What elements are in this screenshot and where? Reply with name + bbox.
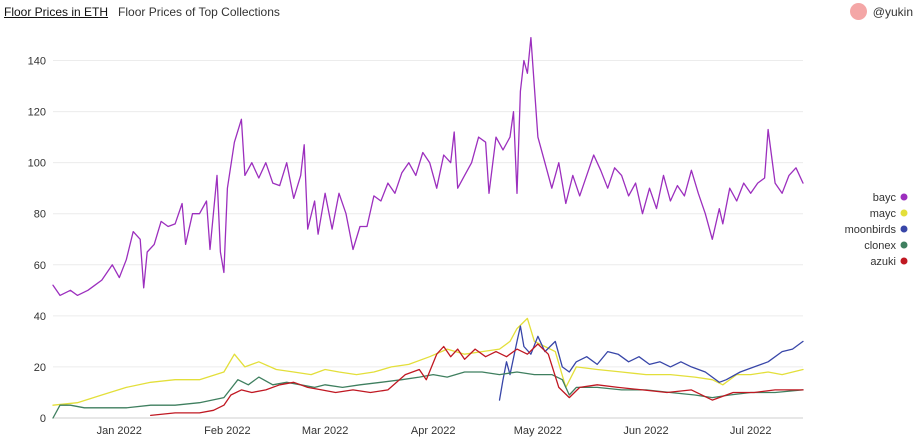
chart-subtitle: Floor Prices of Top Collections — [118, 5, 280, 19]
legend-label-mayc[interactable]: mayc — [870, 208, 897, 220]
legend-label-bayc[interactable]: bayc — [873, 192, 897, 204]
x-tick-label: Mar 2022 — [302, 425, 348, 437]
legend: bayc mayc moonbirds clonex azuki — [845, 192, 908, 268]
legend-marker-clonex — [900, 241, 908, 249]
x-axis: Jan 2022 Feb 2022 Mar 2022 Apr 2022 May 2022… — [97, 425, 772, 437]
y-tick-label: 60 — [34, 260, 46, 272]
y-axis: 0 20 40 60 80 100 120 140 — [28, 56, 46, 425]
legend-label-azuki[interactable]: azuki — [870, 256, 896, 268]
series-line-azuki[interactable] — [150, 343, 804, 417]
x-tick-label: Feb 2022 — [204, 425, 250, 437]
legend-marker-bayc — [900, 193, 908, 201]
grid-lines — [53, 60, 803, 419]
series-line-mayc[interactable] — [52, 317, 804, 406]
y-tick-label: 120 — [28, 107, 46, 119]
y-tick-label: 80 — [34, 209, 46, 221]
x-tick-label: Apr 2022 — [411, 425, 456, 437]
user-handle: @yukin — [872, 4, 913, 19]
y-tick-label: 0 — [40, 413, 46, 425]
chart-title-link[interactable]: Floor Prices in ETH — [4, 5, 109, 19]
series-line-bayc[interactable] — [52, 36, 804, 297]
y-tick-label: 100 — [28, 158, 46, 170]
y-tick-label: 20 — [34, 362, 46, 374]
legend-marker-moonbirds — [900, 225, 908, 233]
x-tick-label: Jul 2022 — [730, 425, 772, 437]
series-line-moonbirds[interactable] — [498, 325, 804, 401]
x-tick-label: May 2022 — [514, 425, 562, 437]
x-tick-label: Jun 2022 — [623, 425, 668, 437]
x-tick-label: Jan 2022 — [97, 425, 142, 437]
y-tick-label: 40 — [34, 311, 46, 323]
legend-label-moonbirds[interactable]: moonbirds — [845, 224, 897, 236]
series-lines — [52, 36, 804, 419]
legend-label-clonex[interactable]: clonex — [864, 240, 896, 252]
legend-marker-mayc — [900, 209, 908, 217]
user-badge[interactable]: @yukin — [849, 3, 913, 20]
chart-header: Floor Prices in ETH Floor Prices of Top … — [4, 4, 280, 20]
series-line-clonex[interactable] — [52, 371, 804, 419]
avatar-icon — [849, 3, 867, 20]
y-tick-label: 140 — [28, 56, 46, 68]
legend-marker-azuki — [900, 257, 908, 265]
